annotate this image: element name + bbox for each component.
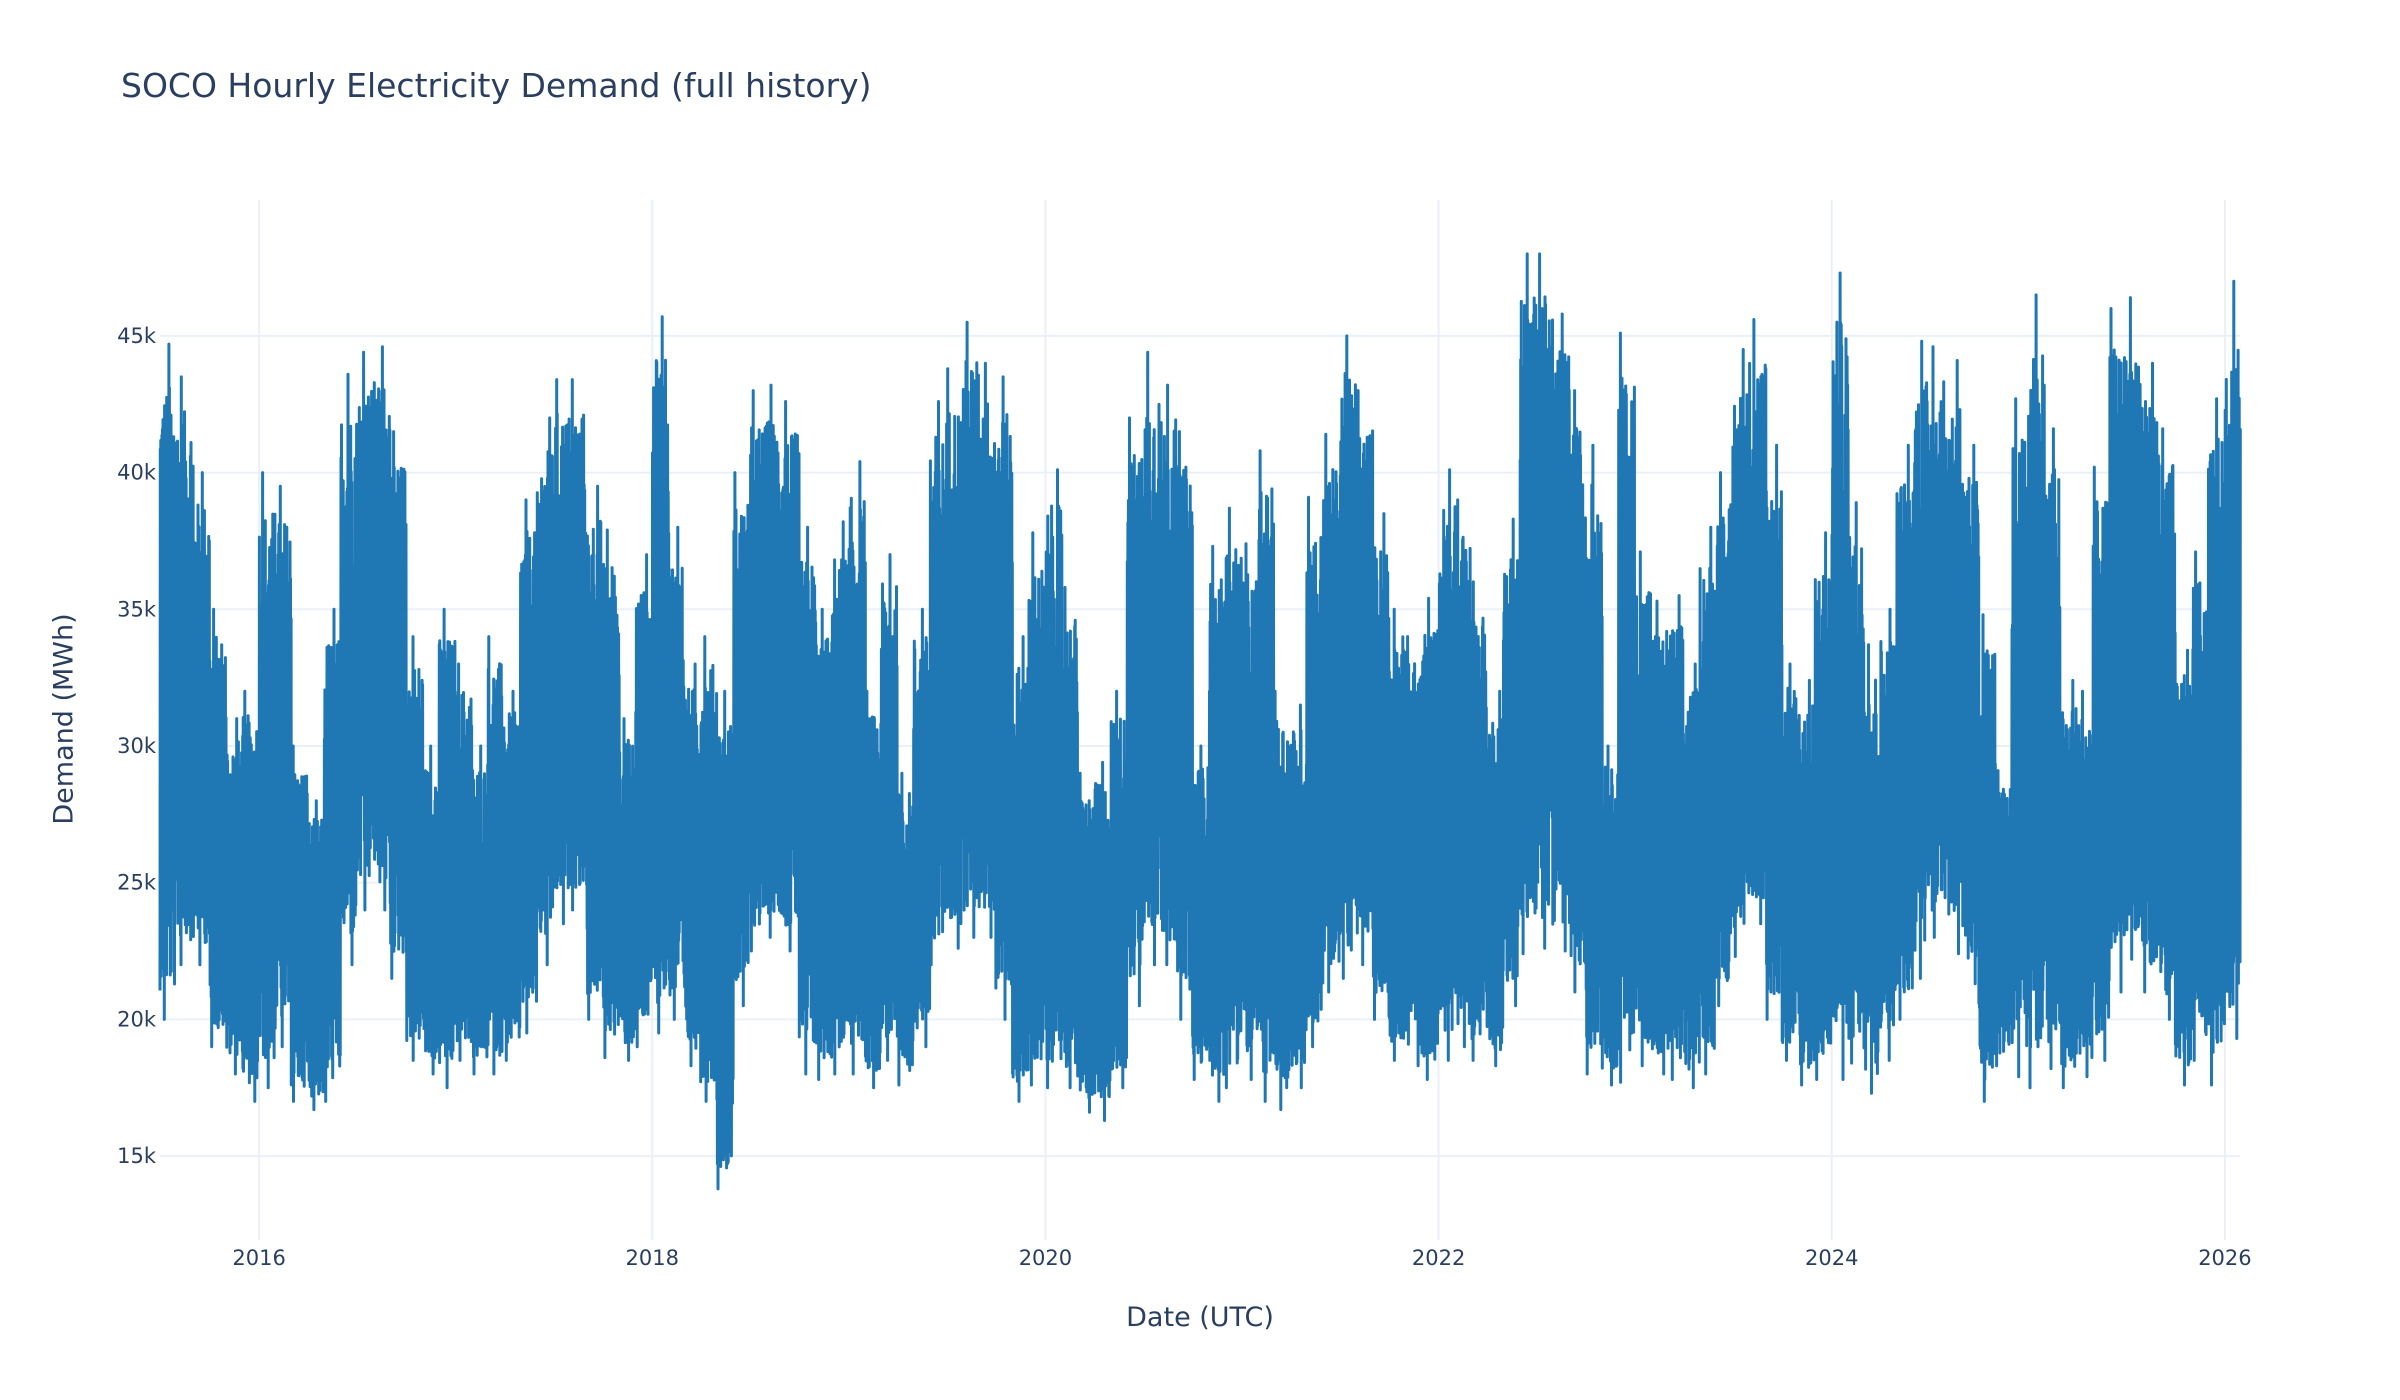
- x-tick-label: 2016: [232, 1246, 285, 1270]
- chart-title: SOCO Hourly Electricity Demand (full his…: [121, 66, 872, 105]
- y-tick-label: 40k: [117, 461, 157, 485]
- y-tick-label: 35k: [117, 597, 157, 621]
- y-tick-label: 20k: [117, 1007, 157, 1031]
- x-tick-label: 2026: [2198, 1246, 2251, 1270]
- y-tick-label: 25k: [117, 871, 157, 895]
- series-demand: [158, 252, 2242, 1191]
- y-axis-ticks: 15k 20k 25k 30k 35k 40k 45k: [117, 324, 157, 1168]
- y-tick-label: 45k: [117, 324, 157, 348]
- y-tick-label: 15k: [117, 1144, 157, 1168]
- x-axis-ticks: 2016 2018 2020 2022 2024 2026: [232, 1246, 2251, 1270]
- x-tick-label: 2018: [626, 1246, 679, 1270]
- y-axis-title: Demand (MWh): [48, 613, 80, 825]
- y-tick-label: 30k: [117, 734, 157, 758]
- x-tick-label: 2024: [1805, 1246, 1858, 1270]
- demand-line: [158, 252, 2242, 1191]
- x-tick-label: 2022: [1412, 1246, 1465, 1270]
- x-tick-label: 2020: [1019, 1246, 1072, 1270]
- x-axis-title: Date (UTC): [1126, 1302, 1274, 1333]
